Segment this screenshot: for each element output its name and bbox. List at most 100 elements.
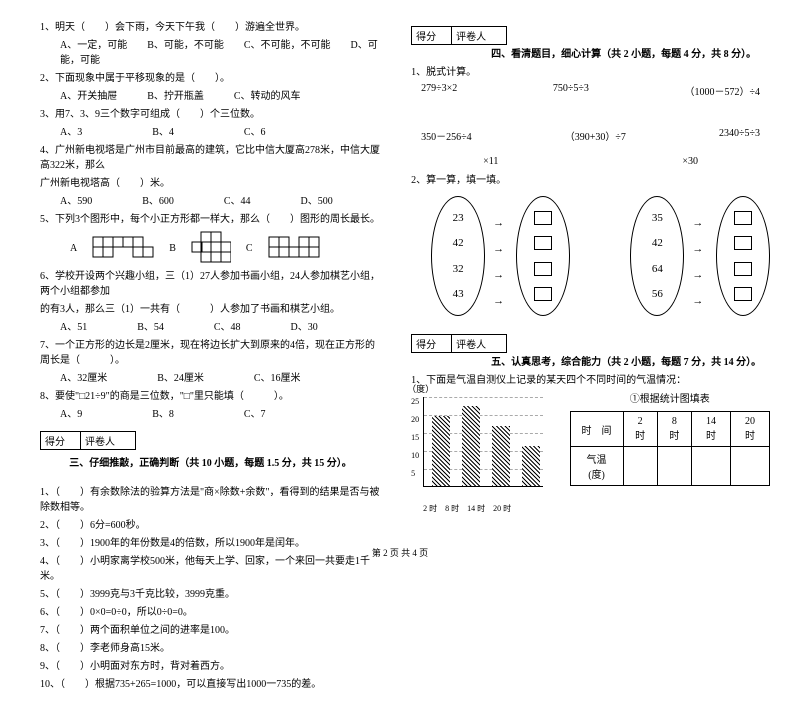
q2-options: A、开关抽屉 B、拧开瓶盖 C、转动的风车 [40,89,381,104]
question-1: 1、明天（ ）会下雨，今天下午我（ ）游遍全世界。 [40,20,381,35]
oval-1-n4: 43 [453,288,464,300]
answer-box [734,262,752,276]
judge-5: 5、（ ）3999克与3千克比较，3999克重。 [40,587,381,602]
grader-label: 评卷人 [81,432,135,449]
temperature-chart: （度） 25 20 15 10 5 2 时 [411,392,549,502]
ytick: 10 [411,451,419,460]
arrow-icon: → [692,217,708,229]
ytick: 5 [411,469,415,478]
xlabel: 20 时 [493,503,511,514]
section-4-title: 四、看清题目，细心计算（共 2 小题，每题 4 分，共 8 分）。 [411,47,770,62]
judge-6: 6、（ ）0×0=0÷0，所以0÷0=0。 [40,605,381,620]
shape-row: A B C [70,231,381,265]
ytick: 25 [411,397,419,406]
calc-2-3: 2340÷5÷3 [719,128,760,143]
x-labels: 2 时 8 时 14 时 20 时 [423,503,511,514]
answer-box [534,211,552,225]
oval-1-n3: 32 [453,263,464,275]
section-5-title: 五、认真思考，综合能力（共 2 小题，每题 7 分，共 14 分）。 [411,355,770,370]
mult-1: ×11 [483,156,498,167]
q8-options: A、9 B、8 C、7 [40,407,381,422]
question-2: 2、下面现象中属于平移现象的是（ ）。 [40,71,381,86]
answer-box [734,236,752,250]
answer-box [534,236,552,250]
score-label: 得分 [41,432,81,449]
q1-options: A、一定，可能 B、可能，不可能 C、不可能，不可能 D、可能，可能 [40,38,381,68]
score-box-5: 得分 评卷人 [411,334,507,353]
xlabel: 2 时 [423,503,437,514]
arrow-icon: → [493,243,508,255]
oval-2-n3: 64 [652,263,663,275]
td-t3: 14 时 [691,412,730,447]
shape-label-b: B [169,243,176,254]
table-title: ①根据统计图填表 [570,392,770,407]
arrow-icon: → [692,243,708,255]
oval-1-n2: 42 [453,237,464,249]
bar [492,426,510,486]
score-label: 得分 [412,335,452,352]
question-6a: 6、学校开设两个兴趣小组，三（1）27人参加书画小组，24人参加棋艺小组，两个小… [40,269,381,299]
q4-options: A、590 B、600 C、44 D、500 [40,194,381,209]
oval-2-n1: 35 [652,212,663,224]
shape-label-a: A [70,243,77,254]
xlabel: 8 时 [445,503,459,514]
judge-8: 8、（ ）李老师身高15米。 [40,641,381,656]
calc-2-2: （390+30）÷7 [565,128,626,143]
calc-1-3: （1000－572）÷4 [684,83,760,98]
question-6b: 的有3人，那么三（1）一共有（ ）人参加了书画和棋艺小组。 [40,302,381,317]
judge-1: 1、（ ）有余数除法的验算方法是"商×除数+余数"，看得到的结果是否与被除数相等… [40,485,381,515]
oval-group-2: 35 42 64 56 ×30 → → → → [630,196,770,316]
oval-group-1: 23 42 32 43 ×11 → → → → [431,196,570,316]
td-empty [691,447,730,486]
td-empty [623,447,657,486]
ytick: 15 [411,433,419,442]
grader-label: 评卷人 [452,27,506,44]
question-3: 3、用7、3、9三个数字可组成（ ）个三位数。 [40,107,381,122]
calc-1-label: 1、脱式计算。 [411,65,770,80]
ytick: 20 [411,415,419,424]
judge-9: 9、（ ）小明面对东方时，背对着西方。 [40,659,381,674]
shape-a-icon [92,236,154,260]
answer-box [534,287,552,301]
y-unit: （度） [407,382,434,395]
td-empty [657,447,691,486]
shape-b-icon [191,231,231,265]
section-3-title: 三、仔细推敲，正确判断（共 10 小题，每题 1.5 分，共 15 分）。 [40,454,381,469]
question-4b: 广州新电视塔高（ ）米。 [40,176,381,191]
q6-options: A、51 B、54 C、48 D、30 [40,320,381,335]
arrow-icon: → [493,269,508,281]
q5-1: 1、下面是气温自测仪上记录的某天四个不同时间的气温情况： [411,373,770,388]
arrow-icon: → [692,269,708,281]
td-empty [730,447,769,486]
score-label: 得分 [412,27,452,44]
oval-2-in: 35 42 64 56 [630,196,684,316]
judge-10: 10、（ ）根据735+265=1000，可以直接写出1000一735的差。 [40,677,381,692]
td-t1: 2 时 [623,412,657,447]
bar [432,416,450,486]
arrow-icon: → [493,217,508,229]
grader-label: 评卷人 [452,335,506,352]
td-t2: 8 时 [657,412,691,447]
calc-1-2: 750÷5÷3 [553,83,589,98]
answer-box [534,262,552,276]
xlabel: 14 时 [467,503,485,514]
answer-box [734,211,752,225]
temperature-table: 时 间 2 时 8 时 14 时 20 时 气温(度) [570,411,770,486]
calc-row-2: 350－256÷4 （390+30）÷7 2340÷5÷3 [411,128,770,143]
oval-2-n4: 56 [652,288,663,300]
arrow-icon: → [692,295,708,307]
calc-2-label: 2、算一算，填一填。 [411,173,770,188]
calc-1-1: 279÷3×2 [421,83,457,98]
score-box-3: 得分 评卷人 [40,431,136,450]
th-time: 时 间 [570,412,623,447]
question-8: 8、要使"□21÷9"的商是三位数，"□"里只能填（ ）。 [40,389,381,404]
oval-1-in: 23 42 32 43 [431,196,485,316]
bar [462,406,480,486]
mult-2: ×30 [682,156,698,167]
question-4a: 4、广州新电视塔是广州市目前最高的建筑，它比中信大厦高278米，中信大厦高322… [40,143,381,173]
th-temp: 气温(度) [570,447,623,486]
answer-box [734,287,752,301]
oval-1-out [516,196,570,316]
shape-c-icon [268,236,328,260]
calc-row-1: 279÷3×2 750÷5÷3 （1000－572）÷4 [411,83,770,98]
